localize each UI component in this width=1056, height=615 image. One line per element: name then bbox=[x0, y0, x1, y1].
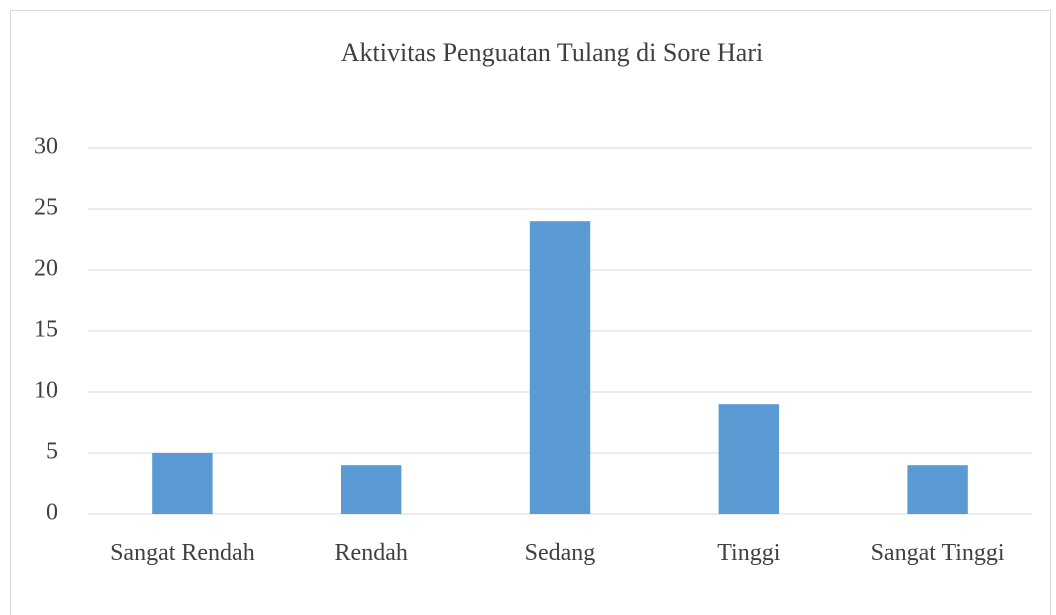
x-tick-label: Tinggi bbox=[717, 540, 781, 566]
y-tick-label: 30 bbox=[34, 134, 58, 160]
x-tick-label: Sangat Rendah bbox=[110, 540, 255, 566]
x-tick-label: Sangat Tinggi bbox=[870, 540, 1005, 566]
y-tick-label: 0 bbox=[46, 500, 58, 526]
x-tick-label: Sedang bbox=[524, 540, 596, 566]
bar bbox=[152, 453, 213, 514]
x-tick-label: Rendah bbox=[334, 540, 408, 566]
bar bbox=[340, 465, 402, 514]
y-tick-label: 10 bbox=[34, 378, 58, 404]
bar bbox=[718, 404, 780, 514]
chart-title: Aktivitas Penguatan Tulang di Sore Hari bbox=[341, 38, 763, 67]
y-tick-label: 20 bbox=[34, 256, 58, 282]
y-tick-label: 5 bbox=[46, 439, 58, 465]
y-tick-label: 25 bbox=[34, 195, 58, 221]
bar bbox=[907, 465, 968, 514]
bar bbox=[529, 221, 591, 514]
y-tick-label: 15 bbox=[34, 317, 58, 343]
